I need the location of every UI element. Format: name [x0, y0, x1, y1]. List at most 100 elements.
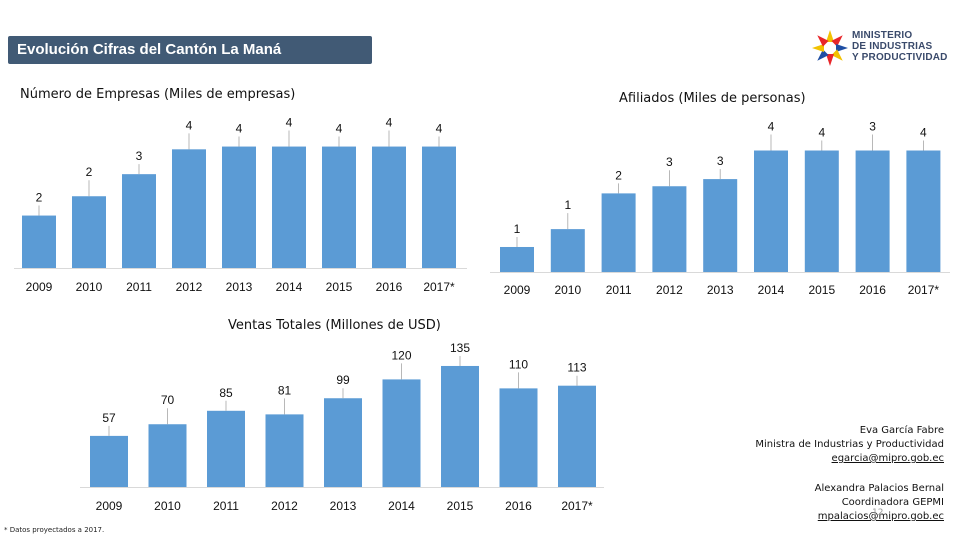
empresas-tick-2013: 2013: [226, 280, 253, 294]
ventas-tick-2012: 2012: [271, 499, 298, 513]
ministry-logo: MINISTERIO DE INDUSTRIAS Y PRODUCTIVIDAD: [810, 28, 955, 68]
empresas-data-label-2014: 4: [286, 116, 293, 130]
empresas-tick-2017*: 2017*: [423, 280, 455, 294]
afiliados-data-label-2012: 3: [666, 155, 673, 169]
ventas-bar-2012: [265, 414, 304, 487]
footnote: * Datos proyectados a 2017.: [4, 526, 105, 534]
ventas-tick-2010: 2010: [154, 499, 181, 513]
ventas-data-label-2013: 99: [336, 373, 350, 387]
afiliados-bar-2016: [855, 150, 890, 272]
afiliados-bar-2013: [703, 179, 738, 272]
ventas-tick-2016: 2016: [505, 499, 532, 513]
contact-block-1: Eva García Fabre Ministra de Industrias …: [755, 424, 944, 466]
empresas-bar-2009: [22, 215, 56, 268]
empresas-tick-2014: 2014: [276, 280, 303, 294]
afiliados-data-label-2014: 4: [768, 120, 775, 134]
afiliados-bar-2015: [804, 150, 839, 272]
ventas-tick-2015: 2015: [447, 499, 474, 513]
page-title: Evolución Cifras del Cantón La Maná: [17, 41, 282, 58]
empresas-data-label-2013: 4: [236, 122, 243, 136]
empresas-tick-2009: 2009: [26, 280, 53, 294]
afiliados-data-label-2016: 3: [869, 120, 876, 134]
afiliados-bar-2014: [754, 150, 788, 272]
afiliados-tick-2011: 2011: [606, 283, 632, 297]
empresas-tick-2015: 2015: [326, 280, 353, 294]
page-title-bar: Evolución Cifras del Cantón La Maná: [8, 36, 372, 64]
empresas-tick-2010: 2010: [76, 280, 103, 294]
empresas-chart: 2 2009 2 2010 3 2011 4 2012 4 2013 4 2014 4 2015 4 2016…: [14, 116, 467, 294]
empresas-data-label-2017*: 4: [436, 122, 443, 136]
empresas-bar-2012: [172, 149, 206, 268]
ventas-chart: 57 2009 70 2010 85 2011 81 2012 99 2013 120 2014 135…: [80, 341, 604, 513]
afiliados-data-label-2009: 1: [514, 222, 521, 236]
afiliados-bar-2010: [550, 229, 585, 272]
logo-line-2: DE INDUSTRIAS: [852, 41, 933, 52]
empresas-tick-2012: 2012: [176, 280, 203, 294]
empresas-tick-2016: 2016: [376, 280, 403, 294]
afiliados-data-label-2010: 1: [564, 198, 571, 212]
ventas-data-label-2014: 120: [391, 348, 411, 362]
ventas-data-label-2015: 135: [450, 341, 470, 355]
afiliados-data-label-2013: 3: [717, 154, 724, 168]
logo-line-1: MINISTERIO: [852, 30, 913, 41]
afiliados-bar-2012: [652, 186, 687, 272]
ventas-bar-2010: [148, 424, 187, 487]
contact-email-link[interactable]: egarcia@mipro.gob.ec: [831, 453, 944, 464]
empresas-tick-2011: 2011: [126, 280, 152, 294]
ventas-data-label-2016: 110: [509, 357, 528, 371]
afiliados-tick-2015: 2015: [808, 283, 835, 297]
empresas-data-label-2015: 4: [336, 122, 343, 136]
contact-name: Eva García Fabre: [859, 425, 944, 436]
ventas-data-label-2010: 70: [161, 393, 175, 407]
contact-role: Coordinadora GEPMI: [841, 497, 944, 508]
ventas-bar-2016: [499, 388, 538, 487]
empresas-data-label-2011: 3: [136, 149, 143, 163]
ventas-chart-title: Ventas Totales (Millones de USD): [228, 318, 441, 333]
empresas-bar-2017*: [422, 146, 456, 268]
ventas-bar-2011: [207, 410, 245, 487]
ventas-tick-2011: 2011: [213, 499, 239, 513]
empresas-bar-2010: [72, 196, 106, 268]
ventas-tick-2014: 2014: [388, 499, 415, 513]
ventas-data-label-2011: 85: [219, 386, 233, 400]
afiliados-tick-2010: 2010: [554, 283, 581, 297]
empresas-chart-title: Número de Empresas (Miles de empresas): [20, 87, 296, 102]
empresas-bar-2013: [222, 146, 256, 268]
contact-name: Alexandra Palacios Bernal: [814, 483, 944, 494]
logo-text: MINISTERIO DE INDUSTRIAS Y PRODUCTIVIDAD: [852, 30, 948, 63]
empresas-bar-2014: [272, 146, 306, 268]
afiliados-tick-2016: 2016: [859, 283, 886, 297]
ventas-tick-2009: 2009: [96, 499, 123, 513]
afiliados-bar-2011: [601, 193, 636, 272]
ventas-data-label-2017*: 113: [567, 361, 586, 375]
empresas-data-label-2012: 4: [186, 118, 193, 132]
ventas-bar-2013: [324, 398, 362, 487]
empresas-data-label-2010: 2: [86, 165, 93, 179]
afiliados-tick-2017*: 2017*: [908, 283, 940, 297]
ventas-bar-2015: [441, 365, 479, 487]
ventas-tick-2017*: 2017*: [561, 499, 593, 513]
empresas-bar-2016: [372, 146, 406, 268]
empresas-bar-2011: [122, 174, 156, 268]
afiliados-data-label-2017*: 4: [920, 126, 927, 140]
afiliados-tick-2012: 2012: [656, 283, 683, 297]
contact-role: Ministra de Industrias y Productividad: [755, 439, 944, 450]
ventas-data-label-2012: 81: [278, 383, 292, 397]
afiliados-bar-2009: [500, 246, 534, 272]
afiliados-tick-2009: 2009: [504, 283, 531, 297]
ventas-bar-2014: [382, 379, 421, 487]
ventas-tick-2013: 2013: [330, 499, 357, 513]
afiliados-bar-2017*: [906, 150, 941, 272]
contact-email-link[interactable]: mpalacios@mipro.gob.ec: [817, 511, 944, 522]
logo-line-3: Y PRODUCTIVIDAD: [852, 52, 948, 63]
afiliados-tick-2013: 2013: [707, 283, 734, 297]
ventas-bar-2017*: [558, 385, 596, 487]
afiliados-data-label-2011: 2: [615, 168, 622, 182]
ventas-data-label-2009: 57: [102, 411, 116, 425]
sun-emblem-icon: [812, 30, 848, 66]
afiliados-data-label-2015: 4: [818, 126, 825, 140]
ventas-bar-2009: [90, 435, 128, 487]
afiliados-chart-title: Afiliados (Miles de personas): [619, 91, 806, 106]
page-number: 12: [872, 508, 884, 518]
